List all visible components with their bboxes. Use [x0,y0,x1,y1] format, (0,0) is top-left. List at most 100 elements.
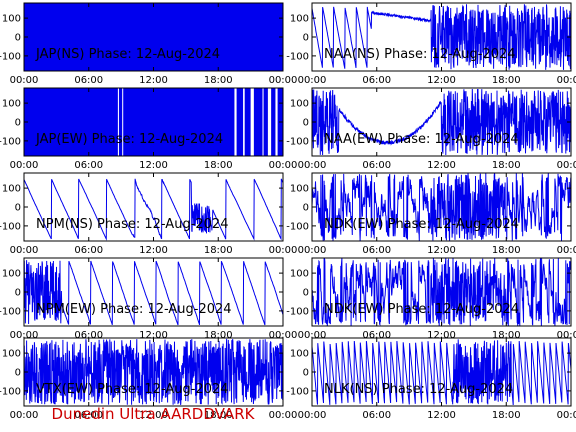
x-tick-label: 12:00 [139,75,168,86]
x-tick-label: 06:00 [74,410,103,421]
y-tick-label: 100 [2,349,21,360]
y-tick-label: 0 [15,203,21,214]
y-tick-label: 100 [290,99,309,110]
phase-panel: 100 0 -100 00:00 06:00 12:00 18:00 00:00 VTX(EW)… [0,337,298,421]
series-line [312,4,571,70]
y-tick-label: -100 [286,306,309,317]
series-gap [262,88,264,156]
x-tick-label: 18:00 [492,410,521,421]
x-tick-label: 00:00 [10,330,39,341]
panels: 100 0 -100 00:00 06:00 12:00 18:00 00:00 JAP(NS)… [0,2,576,421]
x-tick-label: 12:00 [139,245,168,256]
x-tick-label: 00:00 [269,160,298,171]
x-tick-label: 18:00 [492,245,521,256]
panel-title: JAP(NS) Phase: 12-Aug-2024 [35,47,220,62]
x-tick-label: 18:00 [204,330,233,341]
x-tick-label: 18:00 [492,75,521,86]
y-tick-label: 100 [290,349,309,360]
series-line [312,88,571,156]
x-tick-label: 06:00 [74,245,103,256]
series-gap [243,88,245,156]
panel-title: NAA(EW) Phase: 12-Aug-2024 [324,132,519,147]
y-tick-label: 100 [2,14,21,25]
x-tick-label: 06:00 [362,330,391,341]
series-area [312,88,571,156]
footer-caption: Dunedin Ultra AARDDVARK [52,405,256,423]
series-line [312,258,571,326]
x-tick-label: 00:00 [298,330,327,341]
y-tick-label: -100 [286,51,309,62]
phase-panel: 100 0 -100 00:00 06:00 12:00 18:00 00:00 JAP(NS)… [0,2,297,86]
series-gap [234,88,237,156]
x-tick-label: 00:00 [269,410,298,421]
y-tick-label: -100 [0,386,21,397]
x-tick-label: 18:00 [492,160,521,171]
phase-panel: 100 0 -100 00:00 06:00 12:00 18:00 00:00 NPM(EW)… [0,257,298,341]
y-tick-label: -100 [0,221,21,232]
x-tick-label: 06:00 [362,75,391,86]
y-tick-label: 0 [303,33,309,44]
x-tick-label: 18:00 [492,330,521,341]
y-tick-label: 0 [303,288,309,299]
panel-title: VTX(EW) Phase: 12-Aug-2024 [36,382,229,397]
x-tick-label: 00:00 [10,160,39,171]
x-tick-label: 18:00 [204,75,233,86]
x-tick-label: 18:00 [204,160,233,171]
x-tick-label: 06:00 [362,410,391,421]
x-tick-label: 12:00 [139,410,168,421]
series-gap [122,88,124,156]
panel-title: NPM(EW) Phase: 12-Aug-2024 [36,302,232,317]
y-tick-label: 0 [15,368,21,379]
y-tick-label: -100 [0,51,21,62]
series-line [24,260,283,326]
series-area [312,339,571,406]
panel-title: NAA(NS) Phase: 12-Aug-2024 [324,47,516,62]
series-line [24,338,283,405]
y-tick-label: -100 [286,386,309,397]
x-tick-label: 12:00 [427,160,456,171]
y-tick-label: -100 [0,136,21,147]
series-line [312,173,571,241]
x-tick-label: 00:00 [10,245,39,256]
x-tick-label: 06:00 [74,160,103,171]
x-tick-label: 18:00 [204,410,233,421]
x-tick-label: 00:00 [10,410,39,421]
phase-panel: 100 0 -100 00:00 06:00 12:00 18:00 00:00 NLK(NS)… [286,337,576,421]
y-tick-label: -100 [0,306,21,317]
x-tick-label: 00:00 [269,330,298,341]
series-line [24,178,283,241]
series-gap [117,88,119,156]
phase-panel: 100 0 -100 00:00 06:00 12:00 18:00 00:00 NAA(NS)… [286,2,576,86]
x-tick-label: 12:00 [427,75,456,86]
y-tick-label: -100 [286,221,309,232]
y-tick-label: 0 [15,33,21,44]
x-tick-label: 00:00 [557,160,576,171]
y-tick-label: 100 [2,99,21,110]
x-tick-label: 06:00 [74,330,103,341]
series-area [312,173,571,241]
phase-panel: 100 0 -100 00:00 06:00 12:00 18:00 00:00 NDK(EW)… [286,172,576,256]
panel-title: NPM(NS) Phase: 12-Aug-2024 [36,217,228,232]
panel-title: NLK(NS) Phase: 12-Aug-2024 [324,382,513,397]
x-tick-label: 06:00 [362,245,391,256]
x-tick-label: 00:00 [557,75,576,86]
x-tick-label: 00:00 [557,330,576,341]
phase-panel: 100 0 -100 00:00 06:00 12:00 18:00 00:00 JAP(EW)… [0,87,298,171]
x-tick-label: 06:00 [362,160,391,171]
y-tick-label: 100 [290,14,309,25]
y-tick-label: 0 [303,368,309,379]
panel-title: NDK(EW) Phase: 12-Aug-2024 [324,217,519,232]
series-gap [267,88,272,156]
series-line [312,339,571,406]
y-tick-label: 100 [290,269,309,280]
x-tick-label: 00:00 [10,75,39,86]
series-area [24,3,283,71]
y-tick-label: 100 [2,269,21,280]
series-area [312,258,571,326]
y-tick-label: 0 [303,203,309,214]
series-area [24,178,283,241]
panel-title: JAP(EW) Phase: 12-Aug-2024 [35,132,223,147]
x-tick-label: 00:00 [557,245,576,256]
x-tick-label: 12:00 [427,245,456,256]
